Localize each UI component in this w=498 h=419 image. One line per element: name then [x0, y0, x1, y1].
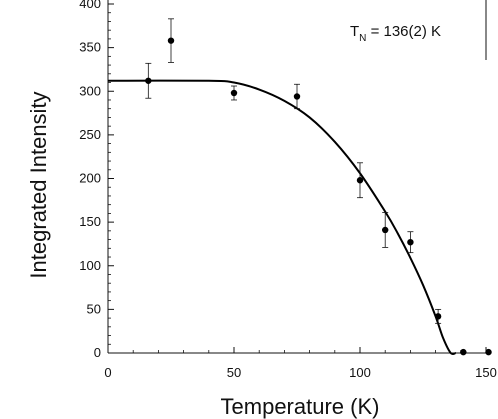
data-point	[293, 93, 301, 100]
fit-curve-line	[107, 79, 457, 356]
x-tick-label: 100	[349, 365, 371, 380]
data-point	[145, 77, 152, 84]
data-point	[485, 348, 492, 356]
y-tick-label: 100	[79, 258, 101, 273]
annotation-rest: = 136(2) K	[366, 23, 441, 40]
annotation-main: T	[350, 23, 359, 40]
y-tick-label: 150	[79, 214, 101, 229]
y-tick-label: 300	[79, 83, 101, 98]
neel-temperature-annotation: TN = 136(2) K	[350, 23, 441, 44]
data-points	[145, 18, 492, 356]
y-tick-label: 0	[94, 345, 101, 360]
annotation-subscript: N	[359, 33, 366, 44]
data-point	[230, 89, 238, 97]
y-tick-label: 200	[79, 171, 101, 186]
data-point	[356, 177, 364, 184]
y-tick-label: 350	[79, 40, 101, 55]
y-tick-label: 400	[79, 0, 101, 11]
x-tick-label: 50	[227, 365, 241, 380]
data-point	[434, 313, 442, 320]
x-axis-title: Temperature (K)	[221, 394, 380, 419]
plot-frame	[107, 0, 487, 354]
y-axis-title: Integrated Intensity	[26, 91, 51, 278]
data-point	[382, 226, 389, 234]
x-axis-ticks: 0 50 100 150	[104, 347, 497, 380]
y-tick-label: 50	[87, 301, 101, 316]
data-point	[167, 37, 175, 44]
data-point	[460, 348, 467, 356]
y-tick-label: 250	[79, 127, 101, 142]
data-point	[407, 238, 414, 246]
y-axis-ticks: 0 50 100 150 200 250 300 350 400	[79, 0, 114, 360]
x-tick-label: 0	[104, 365, 111, 380]
x-tick-label: 150	[475, 365, 497, 380]
